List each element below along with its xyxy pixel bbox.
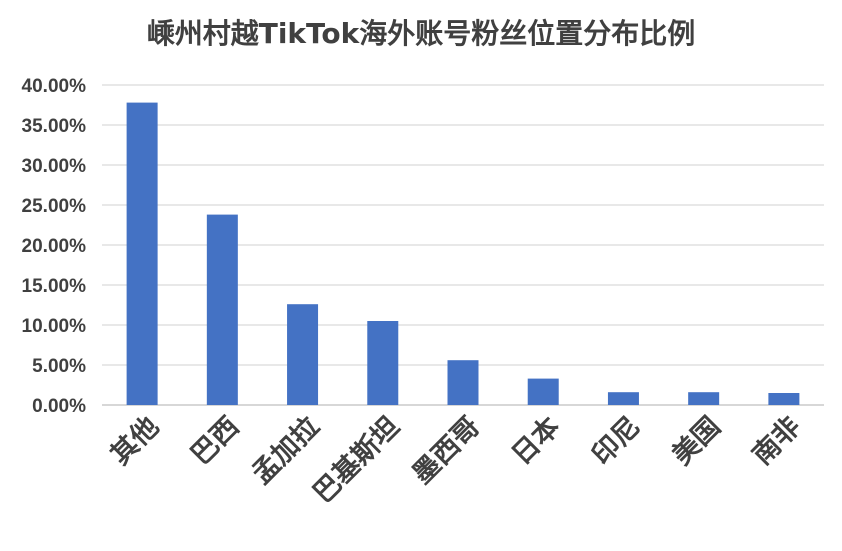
bar — [206, 214, 238, 405]
y-tick-label: 30.00% — [22, 156, 87, 177]
x-category-label: 其他 — [105, 411, 165, 471]
x-category-label: 孟加拉 — [246, 410, 326, 490]
y-tick-label: 0.00% — [32, 396, 86, 417]
x-category-label: 日本 — [506, 411, 566, 471]
bar — [527, 378, 559, 405]
x-category-label: 美国 — [666, 410, 727, 471]
y-tick-label: 20.00% — [22, 236, 87, 257]
bar — [367, 321, 399, 405]
bar — [447, 360, 479, 405]
x-category-label: 墨西哥 — [407, 411, 486, 490]
bar — [607, 392, 639, 405]
y-tick-label: 5.00% — [32, 356, 86, 377]
y-tick-label: 15.00% — [22, 276, 87, 297]
bars — [126, 102, 800, 405]
y-tick-label: 10.00% — [22, 316, 87, 337]
x-category-label: 巴西 — [185, 411, 245, 471]
x-category-label: 印尼 — [586, 411, 646, 471]
bar — [768, 393, 800, 405]
x-category-label: 南非 — [747, 411, 807, 471]
chart-title: 嵊州村越TikTok海外账号粉丝位置分布比例 — [146, 17, 696, 50]
y-tick-label: 40.00% — [22, 76, 87, 97]
y-tick-label: 25.00% — [22, 196, 87, 217]
y-axis-ticks: 0.00% 5.00% 10.00% 15.00% 20.00% 25.00% 30.00%… — [22, 76, 87, 417]
bar — [126, 102, 158, 405]
y-tick-label: 35.00% — [22, 116, 87, 137]
x-category-label: 巴基斯坦 — [307, 411, 405, 509]
bar — [287, 304, 319, 405]
bar — [688, 392, 720, 405]
